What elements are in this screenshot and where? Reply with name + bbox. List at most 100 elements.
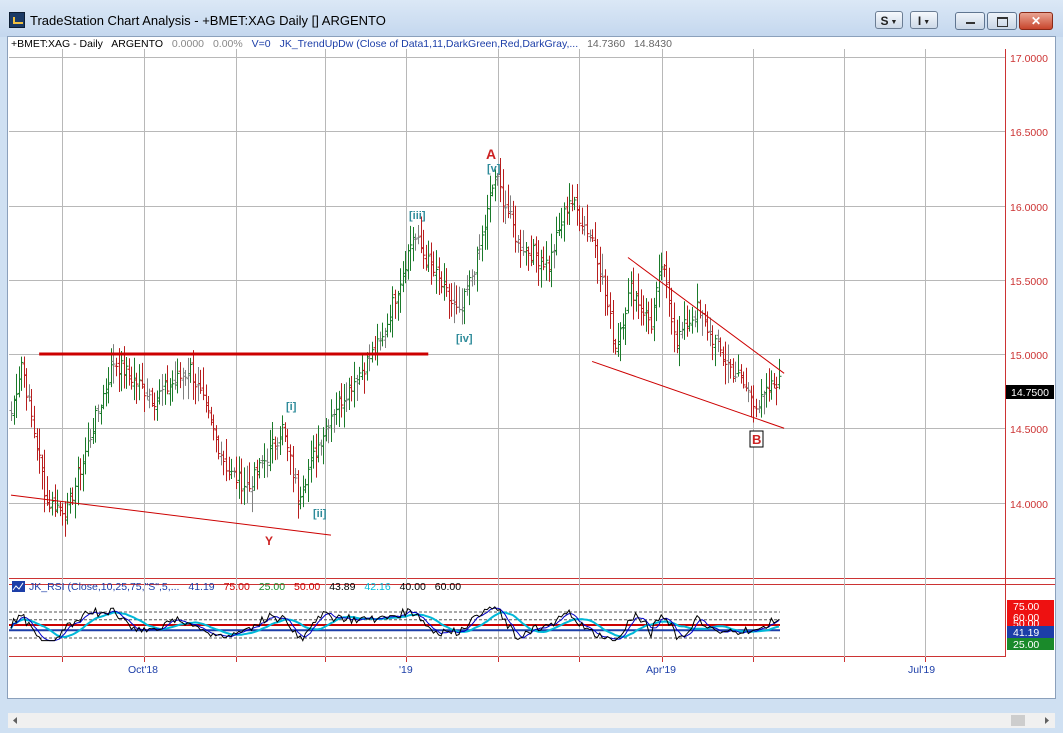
price-bar — [265, 448, 270, 478]
wave-label-v: [v] — [487, 163, 501, 175]
y-tick: 15.0000 — [1010, 350, 1048, 362]
price-bar — [713, 334, 718, 367]
price-bar — [449, 283, 454, 317]
price-bar — [426, 240, 431, 273]
rsi-val-3: 25.00 — [259, 581, 285, 593]
price-bar — [669, 287, 674, 335]
price-bar — [549, 233, 554, 288]
price-bar — [47, 489, 52, 513]
price-bar — [759, 379, 764, 418]
rsi-axis-labels: 75.00 60.00 50.00 41.19 25.00 — [1007, 600, 1054, 651]
rsi-indicator-icon — [12, 581, 25, 592]
price-bar — [19, 356, 24, 391]
price-bar — [32, 405, 37, 439]
rsi-signal-line — [10, 607, 780, 642]
wave-label-iv: [iv] — [456, 333, 473, 345]
price-bar — [618, 322, 623, 362]
rsi-line — [10, 606, 780, 642]
price-pane[interactable] — [9, 49, 1005, 578]
price-bar — [613, 338, 618, 355]
rsi-trend-line — [10, 611, 780, 639]
price-bar — [119, 350, 124, 392]
price-bar — [513, 205, 518, 253]
scroll-thumb[interactable] — [1011, 715, 1025, 726]
maximize-button[interactable] — [987, 12, 1017, 30]
price-bar — [531, 238, 536, 266]
price-bar — [70, 487, 75, 505]
price-bar — [247, 462, 252, 492]
rsi-axis-75: 75.00 — [1013, 601, 1039, 613]
price-header: +BMET:XAG - Daily ARGENTO 0.0000 0.00% V… — [11, 38, 672, 50]
rsi-icon-line — [12, 582, 24, 591]
price-bar — [50, 491, 55, 516]
price-bar — [577, 205, 582, 232]
rsi-val-8: 60.00 — [435, 581, 461, 593]
y-tick: 15.5000 — [1010, 276, 1048, 288]
price-bar — [572, 196, 577, 211]
price-bar — [559, 207, 564, 239]
price-bar — [285, 428, 290, 462]
price-bar — [608, 292, 613, 329]
price-bar — [403, 251, 408, 284]
price-bar — [160, 374, 165, 406]
wave-label-iii: [iii] — [409, 210, 426, 222]
rsi-val-2: 75.00 — [224, 581, 250, 593]
wave-label-a: A — [486, 146, 496, 162]
time-axis: Oct'18 '19 Apr'19 Jul'19 — [128, 664, 935, 676]
price-bar — [270, 421, 275, 464]
trendline-support-2018 — [10, 494, 332, 536]
price-axis — [1006, 37, 1055, 657]
strategy-menu-button[interactable]: S ▼ — [875, 11, 903, 29]
price-bar — [472, 271, 477, 286]
price-bar — [362, 362, 367, 394]
close-icon: ✕ — [1030, 14, 1042, 28]
price-bar — [24, 368, 29, 411]
price-bar — [554, 216, 559, 256]
rsi-header: JK_RSI (Close,10,25,75,"S",5,... 41.19 7… — [29, 581, 461, 593]
price-bar — [293, 468, 298, 484]
price-bar — [257, 458, 262, 479]
price-bar — [687, 309, 692, 332]
price-bar — [211, 414, 216, 441]
price-bar — [329, 399, 334, 442]
price-bar — [239, 458, 244, 505]
price-bar — [188, 357, 193, 383]
price-bar — [370, 341, 375, 363]
price-bar — [321, 427, 326, 465]
instrument-name: ARGENTO — [111, 38, 163, 50]
wave-label-b: B — [752, 432, 761, 447]
price-bar — [275, 437, 280, 460]
minimize-button[interactable] — [955, 12, 985, 30]
indicator-menu-button[interactable]: I ▼ — [910, 11, 938, 29]
price-bar — [344, 382, 349, 413]
trendline-wedge-upper — [627, 257, 785, 374]
price-bar — [88, 429, 93, 448]
price-bar — [728, 358, 733, 379]
price-bar — [741, 371, 746, 389]
chart-canvas[interactable]: +BMET:XAG - Daily ARGENTO 0.0000 0.00% V… — [8, 37, 1055, 713]
window-title: TradeStation Chart Analysis - +BMET:XAG … — [30, 13, 386, 28]
price-bar — [485, 194, 490, 250]
x-tick-oct18: Oct'18 — [128, 664, 158, 676]
rsi-val-5: 43.89 — [329, 581, 355, 593]
price-bar — [9, 401, 14, 421]
price-bar — [654, 281, 659, 322]
indicator-value-2: 14.8430 — [634, 38, 672, 50]
horizontal-scrollbar[interactable] — [8, 713, 1055, 728]
chevron-down-icon: ▼ — [923, 19, 931, 26]
price-bar — [646, 301, 651, 335]
close-button[interactable]: ✕ — [1019, 12, 1053, 30]
price-bar — [477, 234, 482, 261]
price-bar — [416, 225, 421, 245]
title-bar: TradeStation Chart Analysis - +BMET:XAG … — [0, 0, 1063, 37]
x-tick-jul19: Jul'19 — [908, 664, 935, 676]
rsi-val-6: 42.16 — [364, 581, 390, 593]
price-bar — [380, 322, 385, 347]
price-bar — [723, 341, 728, 385]
price-bar — [649, 298, 654, 334]
price-bar — [490, 184, 495, 197]
price-bar — [193, 373, 198, 405]
rsi-axis-41: 41.19 — [1013, 627, 1039, 639]
price-bar — [288, 444, 293, 475]
rsi-axis-25: 25.00 — [1013, 639, 1039, 651]
